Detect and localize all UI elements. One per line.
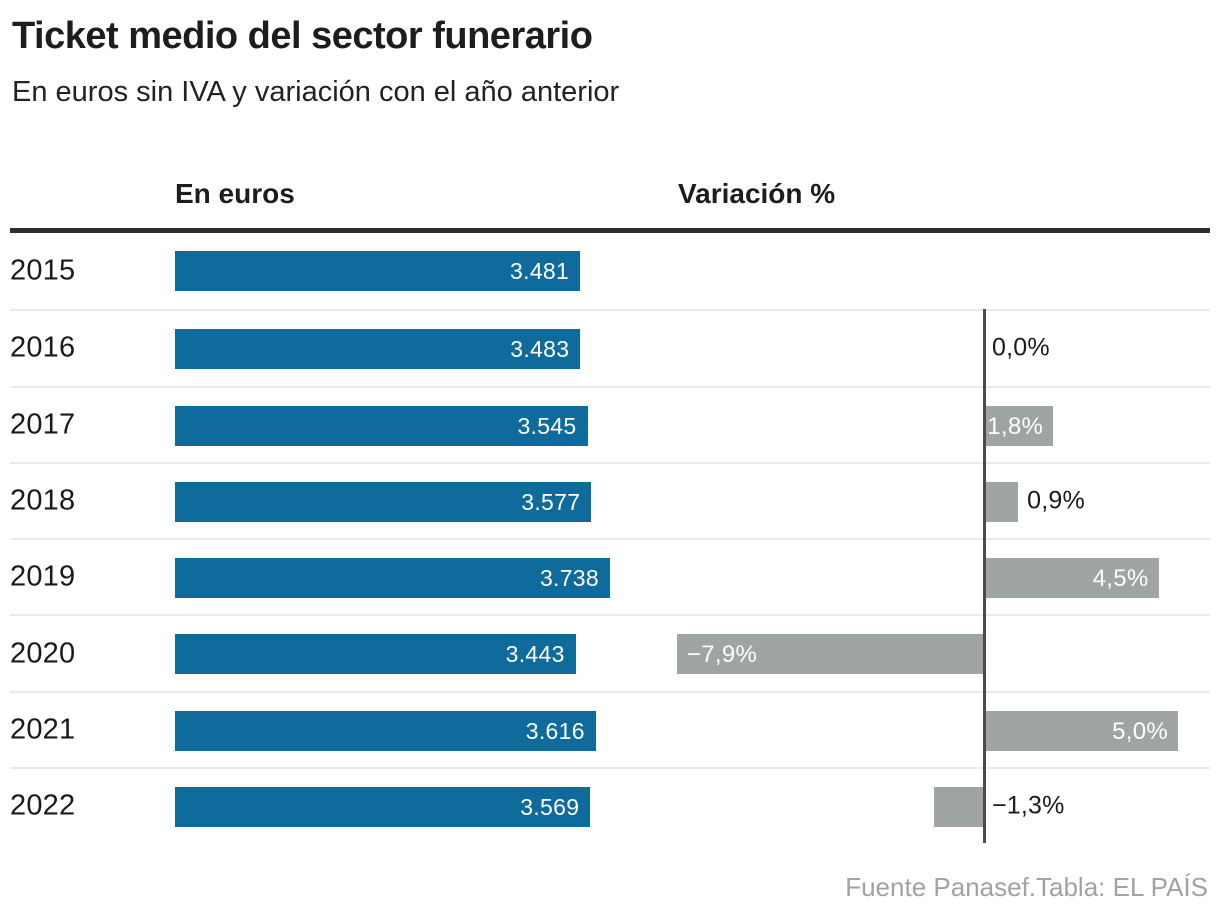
euros-bar-value-label: 3.569 xyxy=(520,794,580,821)
euros-bar-value-label: 3.545 xyxy=(517,412,577,439)
variation-value-label: 0,9% xyxy=(1027,486,1085,515)
chart-subtitle: En euros sin IVA y variación con el año … xyxy=(12,76,620,108)
euros-bar: 3.577 xyxy=(175,481,592,522)
euros-bar: 3.545 xyxy=(175,405,588,446)
column-header-euros: En euros xyxy=(175,178,295,209)
row-year-label: 2016 xyxy=(10,331,76,364)
header-rule xyxy=(10,228,1210,233)
variation-bar: −7,9% xyxy=(676,634,985,675)
euros-bar: 3.483 xyxy=(175,329,581,370)
row-year-label: 2022 xyxy=(10,789,76,822)
chart-rows: 2015 3.481 2016 3.483 0,0% 2017 3.545 1,8% 2018 3… xyxy=(10,233,1210,844)
chart-title: Ticket medio del sector funerario xyxy=(12,15,593,57)
variation-value-label: 0,0% xyxy=(992,333,1050,362)
euros-bar: 3.481 xyxy=(175,251,581,291)
variation-value-label: 5,0% xyxy=(1112,717,1168,745)
euros-bar: 3.569 xyxy=(175,787,591,828)
table-row: 2017 3.545 1,8% xyxy=(10,385,1210,462)
euros-bar: 3.443 xyxy=(175,634,576,675)
row-year-label: 2017 xyxy=(10,408,76,441)
euros-bar: 3.616 xyxy=(175,710,596,751)
column-header-variation: Variación % xyxy=(678,178,836,209)
variation-bar: 1,8% xyxy=(983,405,1054,446)
row-year-label: 2018 xyxy=(10,484,76,517)
table-row: 2015 3.481 xyxy=(10,233,1210,309)
row-year-label: 2015 xyxy=(10,254,76,287)
euros-bar-value-label: 3.481 xyxy=(510,258,570,284)
table-row: 2018 3.577 0,9% xyxy=(10,461,1210,538)
variation-value-label: 4,5% xyxy=(1092,565,1149,593)
table-row: 2021 3.616 5,0% xyxy=(10,690,1210,767)
euros-bar-value-label: 3.483 xyxy=(510,336,570,363)
variation-value-label: −1,3% xyxy=(992,791,1065,820)
variation-bar xyxy=(983,481,1019,522)
euros-bar-value-label: 3.443 xyxy=(505,641,565,668)
euros-bar-value-label: 3.616 xyxy=(525,717,585,744)
euros-bar: 3.738 xyxy=(175,558,610,599)
euros-bar-value-label: 3.577 xyxy=(521,488,581,515)
row-year-label: 2021 xyxy=(10,713,76,746)
variation-bar xyxy=(934,787,985,828)
row-year-label: 2019 xyxy=(10,560,76,593)
table-row: 2022 3.569 −1,3% xyxy=(10,767,1210,843)
source-credit: Fuente Panasef.Tabla: EL PAÍS xyxy=(845,872,1208,902)
variation-bar: 5,0% xyxy=(983,710,1178,751)
table-row: 2020 3.443 −7,9% xyxy=(10,614,1210,690)
table-row: 2019 3.738 4,5% xyxy=(10,538,1210,614)
variation-bar: 4,5% xyxy=(983,558,1159,599)
row-year-label: 2020 xyxy=(10,637,76,670)
variation-value-label: −7,9% xyxy=(686,641,758,669)
table-row: 2016 3.483 0,0% xyxy=(10,309,1210,385)
variation-zero-axis xyxy=(983,309,986,844)
variation-value-label: 1,8% xyxy=(987,412,1044,440)
euros-bar-value-label: 3.738 xyxy=(539,565,599,592)
